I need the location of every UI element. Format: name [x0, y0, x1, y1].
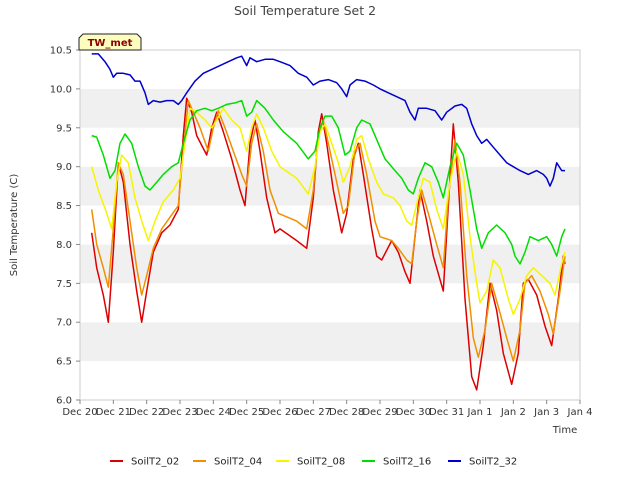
y-tick-label: 10.0 — [50, 84, 72, 95]
x-tick-label: Dec 30 — [396, 407, 431, 418]
x-tick-label: Dec 29 — [362, 407, 397, 418]
grid-band — [80, 205, 580, 245]
grid-band — [80, 88, 580, 128]
x-tick-label: Dec 23 — [162, 407, 197, 418]
station-badge-box — [78, 33, 142, 51]
y-tick-label: 9.5 — [56, 123, 72, 134]
x-tick-label: Dec 25 — [229, 407, 264, 418]
x-tick-label: Jan 3 — [533, 407, 559, 418]
grid-band — [80, 50, 580, 89]
series-line-soilt2-32 — [91, 53, 565, 187]
y-axis-title: Soil Temperature (C) — [9, 174, 20, 277]
series-lines — [90, 53, 566, 391]
x-tick-label: Dec 21 — [96, 407, 131, 418]
x-tick-label: Dec 31 — [429, 407, 464, 418]
y-tick-label: 10.5 — [50, 46, 72, 57]
x-tick-label: Jan 1 — [467, 407, 493, 418]
legend-label: SoilT2_02 — [131, 457, 179, 468]
series-line-soilt2-16 — [91, 99, 566, 265]
x-tick-label: Dec 28 — [329, 407, 364, 418]
grid-band — [80, 244, 580, 284]
x-tick-label: Dec 22 — [129, 407, 164, 418]
grid-band — [80, 361, 580, 400]
y-tick-label: 6.0 — [56, 396, 72, 407]
grid-band — [80, 166, 580, 206]
y-axis-ticks: 6.0 6.5 7.0 7.5 8.0 8.5 9.0 9.5 10.0 10.5 — [50, 46, 80, 407]
plot-area-frame — [79, 49, 581, 401]
legend-label: SoilT2_16 — [383, 457, 431, 468]
chart-title: Soil Temperature Set 2 — [234, 3, 376, 18]
legend: SoilT2_02 SoilT2_04 SoilT2_08 SoilT2_16 Soil… — [110, 457, 517, 468]
y-tick-label: 9.0 — [56, 162, 72, 173]
y-tick-label: 8.0 — [56, 240, 72, 251]
x-tick-label: Dec 24 — [196, 407, 231, 418]
series-line-soilt2-04 — [90, 99, 566, 362]
y-tick-label: 8.5 — [56, 201, 72, 212]
x-tick-label: Dec 20 — [62, 407, 97, 418]
series-line-soilt2-08 — [90, 107, 566, 316]
y-tick-label: 7.0 — [56, 318, 72, 329]
plot-bands — [80, 50, 580, 400]
station-badge: TW_met — [78, 33, 142, 51]
legend-label: SoilT2_04 — [214, 457, 262, 468]
x-tick-label: Dec 27 — [296, 407, 331, 418]
y-tick-label: 7.5 — [56, 279, 72, 290]
x-axis-title: Time — [552, 425, 577, 436]
x-tick-label: Jan 4 — [567, 407, 593, 418]
legend-label: SoilT2_32 — [469, 457, 517, 468]
legend-label: SoilT2_08 — [297, 457, 345, 468]
station-badge-label: TW_met — [88, 38, 133, 49]
grid-band — [80, 127, 580, 167]
grid-band — [80, 322, 580, 362]
x-tick-label: Jan 2 — [500, 407, 526, 418]
y-tick-label: 6.5 — [56, 357, 72, 368]
x-tick-label: Dec 26 — [262, 407, 297, 418]
